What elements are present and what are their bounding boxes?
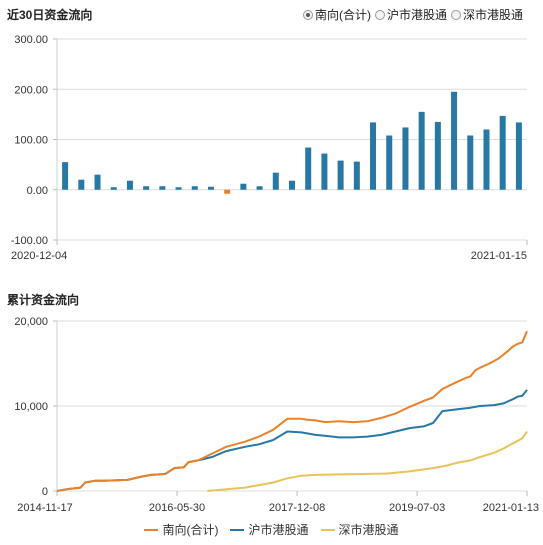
bar (418, 111, 425, 190)
bar (110, 187, 117, 190)
bar (386, 135, 393, 190)
radio-shanghai-connect[interactable]: 沪市港股通 (375, 6, 447, 23)
radio-dot-icon (303, 9, 313, 20)
x-tick-label: 2021-01-13 (483, 502, 539, 514)
legend-label: 深市港股通 (338, 523, 399, 537)
bar (175, 187, 182, 190)
daily-flow-bar-chart: 300.00 200.00 100.00 0.00 -100.00 2020-12-04 2… (11, 34, 528, 262)
bar (78, 179, 85, 190)
bar (62, 162, 69, 190)
bar (370, 122, 377, 190)
radio-label: 深市港股通 (463, 8, 524, 22)
bar (224, 189, 231, 194)
bar (499, 115, 506, 190)
legend-label: 南向(合计) (162, 523, 219, 537)
x-tick-label: 2016-05-30 (149, 502, 205, 514)
bar (256, 186, 263, 190)
market-radio-group: 南向(合计) 沪市港股通 深市港股通 (303, 6, 527, 23)
bar (434, 121, 441, 190)
x-tick-label: 2019-07-03 (389, 502, 445, 514)
bar (305, 147, 312, 190)
y-tick-label: -100.00 (11, 235, 48, 247)
series-line (207, 430, 528, 492)
x-tick-label: 2021-01-15 (471, 250, 527, 262)
y-tick-label: 0 (42, 486, 48, 498)
x-tick-label: 2020-12-04 (11, 250, 67, 262)
series-line (56, 330, 528, 492)
bar (467, 135, 474, 190)
bar (402, 127, 409, 190)
bar (321, 153, 328, 190)
legend-swatch (144, 528, 159, 531)
chart1-title: 近30日资金流向 (7, 8, 93, 22)
bar (207, 186, 214, 190)
radio-label: 南向(合计) (315, 8, 371, 22)
y-tick-label: 0.00 (27, 185, 48, 197)
radio-label: 沪市港股通 (387, 8, 448, 22)
y-tick-label: 10,000 (14, 401, 48, 413)
legend-swatch (320, 528, 335, 531)
legend-item-shanghai-connect[interactable]: 沪市港股通 (230, 521, 309, 538)
bar (483, 129, 490, 190)
bar (353, 161, 360, 190)
y-tick-label: 20,000 (14, 316, 48, 328)
x-tick-label: 2017-12-08 (269, 502, 325, 514)
bar (159, 186, 166, 190)
legend-item-southbound-total[interactable]: 南向(合计) (144, 521, 218, 538)
bar (272, 172, 279, 190)
radio-dot-icon (375, 9, 385, 20)
y-tick-label: 300.00 (14, 34, 48, 46)
radio-shenzhen-connect[interactable]: 深市港股通 (451, 6, 523, 23)
bar (337, 160, 344, 190)
legend-swatch (230, 528, 245, 531)
legend-label: 沪市港股通 (248, 523, 309, 537)
bar (126, 180, 133, 190)
y-tick-label: 200.00 (14, 84, 48, 96)
bar (240, 183, 247, 190)
bar (451, 91, 458, 190)
bar (94, 174, 101, 190)
bar (143, 186, 150, 190)
bar (515, 122, 522, 190)
series-line (56, 389, 528, 492)
chart2-title: 累计资金流向 (7, 293, 80, 307)
radio-dot-icon (451, 9, 462, 20)
y-tick-label: 100.00 (14, 135, 48, 147)
radio-southbound-total[interactable]: 南向(合计) (303, 6, 371, 23)
x-tick-label: 2014-11-17 (17, 502, 72, 514)
bar (289, 180, 295, 190)
legend-item-shenzhen-connect[interactable]: 深市港股通 (320, 521, 399, 538)
bar (191, 186, 198, 190)
chart2-legend: 南向(合计) 沪市港股通 深市港股通 (0, 521, 543, 538)
